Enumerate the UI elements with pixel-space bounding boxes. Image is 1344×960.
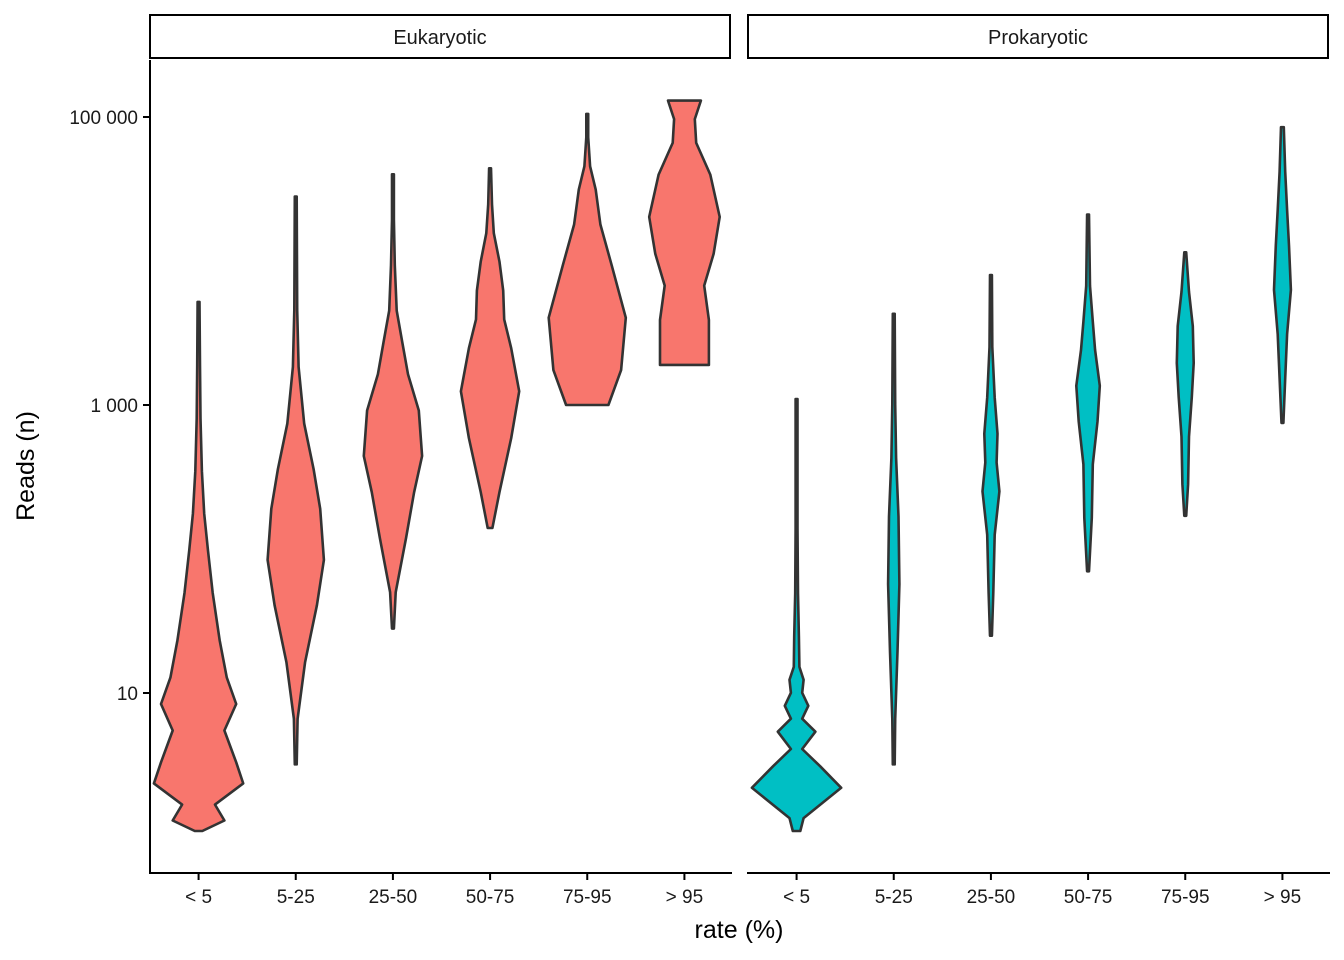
violin-prokaryotic-5-25	[886, 312, 901, 766]
x-tick-label-prokaryotic-lt-5: < 5	[783, 887, 810, 908]
axes	[149, 60, 1330, 874]
x-tick-label-prokaryotic-5-25: 5-25	[875, 887, 913, 908]
x-tick-label-prokaryotic-75-95: 75-95	[1161, 887, 1210, 908]
violins-layer	[152, 99, 1293, 833]
x-tick-label-eukaryotic-gt-95: > 95	[666, 887, 704, 908]
violin-eukaryotic-5-25	[266, 195, 326, 766]
x-axis-title: rate (%)	[695, 916, 784, 944]
x-tick-label-eukaryotic-25-50: 25-50	[369, 887, 418, 908]
violin-prokaryotic-25-50	[981, 273, 1001, 637]
violin-eukaryotic-75-95	[547, 112, 628, 407]
violin-prokaryotic-50-75	[1075, 213, 1102, 573]
x-tick-label-prokaryotic-50-75: 50-75	[1064, 887, 1113, 908]
violin-eukaryotic-gt-95	[647, 99, 721, 367]
strip-eukaryotic-label: Eukaryotic	[393, 27, 486, 49]
x-ticks: < 5 5-25 25-50 50-75 75-95 > 95 < 5 5-25 25-50 50…	[185, 873, 1301, 908]
x-tick-label-eukaryotic-50-75: 50-75	[466, 887, 515, 908]
violin-eukaryotic-lt-5	[152, 300, 245, 833]
x-tick-label-prokaryotic-gt-95: > 95	[1264, 887, 1302, 908]
y-tick-label-1000: 1 000	[90, 396, 138, 417]
violin-prokaryotic-lt-5	[750, 397, 843, 833]
violin-eukaryotic-50-75	[459, 167, 521, 530]
x-tick-label-eukaryotic-5-25: 5-25	[277, 887, 315, 908]
x-tick-label-eukaryotic-75-95: 75-95	[563, 887, 612, 908]
y-tick-label-10: 10	[117, 684, 138, 705]
y-axis-title: Reads (n)	[12, 411, 40, 521]
y-ticks: 10 1 000 100 000	[69, 108, 150, 705]
violin-prokaryotic-75-95	[1175, 251, 1195, 518]
x-tick-label-prokaryotic-25-50: 25-50	[967, 887, 1016, 908]
strip-prokaryotic-label: Prokaryotic	[988, 27, 1088, 49]
violin-prokaryotic-gt-95	[1272, 125, 1293, 425]
violin-eukaryotic-25-50	[362, 173, 424, 630]
y-tick-label-100000: 100 000	[69, 108, 138, 129]
x-tick-label-eukaryotic-lt-5: < 5	[185, 887, 212, 908]
strip-eukaryotic: Eukaryotic	[149, 14, 731, 59]
strip-prokaryotic: Prokaryotic	[747, 14, 1329, 59]
